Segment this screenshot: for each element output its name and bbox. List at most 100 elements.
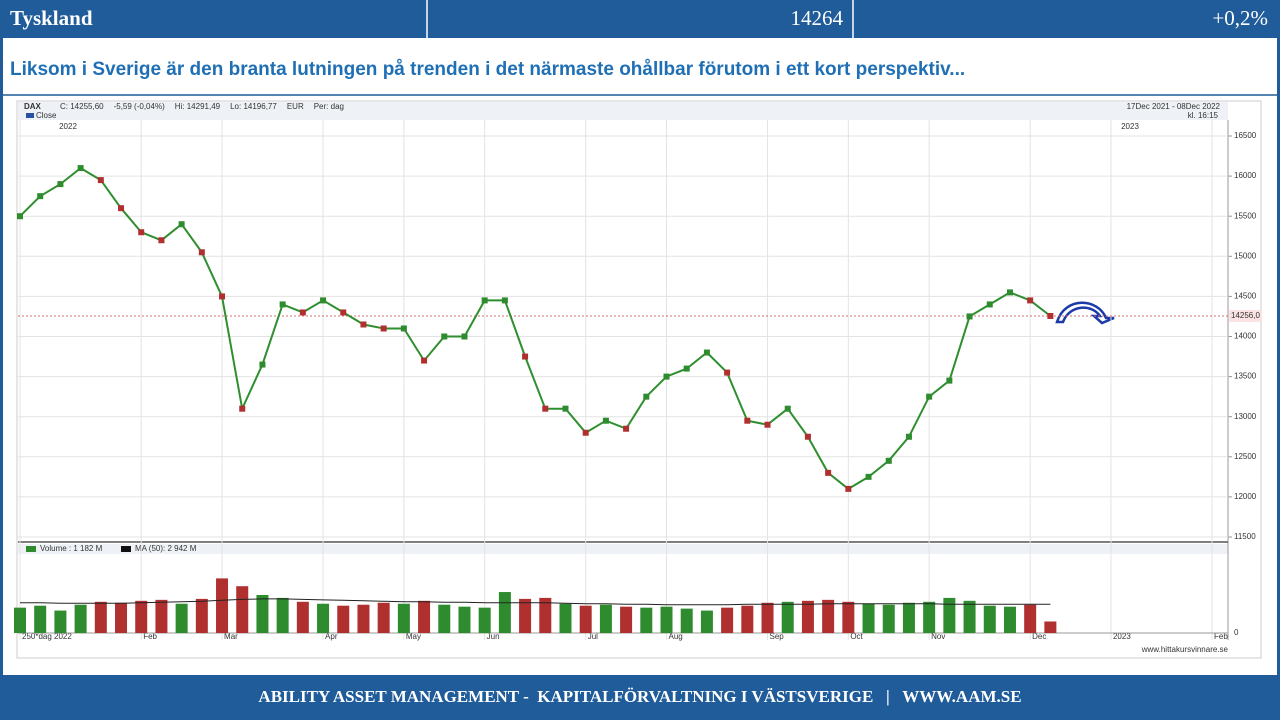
time: kl. 16:15 bbox=[1188, 111, 1219, 120]
volume-bar bbox=[115, 602, 128, 633]
volume-bar bbox=[276, 597, 289, 633]
price-point bbox=[643, 393, 650, 400]
volume-bar bbox=[337, 605, 350, 633]
volume-bar bbox=[1003, 606, 1016, 633]
header-value: 14264 bbox=[791, 6, 844, 30]
volume-bar bbox=[498, 592, 511, 633]
source: www.hittakursvinnare.se bbox=[1141, 645, 1229, 654]
x-tick-label: 2023 bbox=[1113, 632, 1131, 641]
price-point bbox=[784, 405, 791, 412]
price-point bbox=[138, 229, 145, 236]
price-point bbox=[663, 373, 670, 380]
price-point bbox=[1006, 289, 1013, 296]
volume-legend: Volume : 1 182 M bbox=[40, 544, 103, 553]
volume-bar bbox=[478, 607, 491, 633]
y-tick-label: 16000 bbox=[1234, 171, 1257, 180]
price-point bbox=[299, 309, 306, 316]
price-point bbox=[804, 433, 811, 440]
x-tick-label: May bbox=[406, 632, 421, 641]
volume-bar bbox=[680, 608, 693, 633]
price-point bbox=[320, 297, 327, 304]
price-point bbox=[198, 249, 205, 256]
arrow-annotation bbox=[1055, 301, 1115, 325]
volume-bar bbox=[236, 586, 249, 633]
volume-bar bbox=[438, 604, 451, 633]
x-tick-label: Nov bbox=[931, 632, 945, 641]
price-point bbox=[219, 293, 226, 300]
x-tick-label: Oct bbox=[850, 632, 863, 641]
volume-bar bbox=[175, 603, 188, 633]
volume-bar bbox=[357, 604, 370, 633]
volume-bar bbox=[397, 603, 410, 633]
volume-bar bbox=[135, 600, 148, 633]
price-point bbox=[562, 405, 569, 412]
info-text: Lo: 14196,77 bbox=[230, 102, 277, 111]
y-tick-label: 14000 bbox=[1234, 332, 1257, 341]
chart-infobar bbox=[18, 102, 1228, 120]
y-tick-label: 12000 bbox=[1234, 492, 1257, 501]
volume-bar bbox=[862, 603, 875, 633]
price-point bbox=[845, 485, 852, 492]
price-point bbox=[57, 181, 64, 188]
price-point bbox=[421, 357, 428, 364]
volume-bar bbox=[539, 597, 552, 633]
volume-bar bbox=[721, 607, 734, 633]
x-tick-label: Aug bbox=[669, 632, 683, 641]
price-point bbox=[77, 165, 84, 172]
price-point bbox=[683, 365, 690, 372]
y-tick-label: 15000 bbox=[1234, 251, 1257, 260]
price-point bbox=[602, 417, 609, 424]
series-swatch bbox=[26, 113, 34, 118]
series-label: Close bbox=[36, 111, 57, 120]
volume-bar bbox=[761, 602, 774, 633]
y-tick-label: 16500 bbox=[1234, 131, 1257, 140]
price-point bbox=[1047, 312, 1054, 319]
volume-bar bbox=[519, 598, 532, 633]
y-tick-label: 13000 bbox=[1234, 412, 1257, 421]
volume-bar bbox=[216, 578, 229, 633]
volume-bar bbox=[902, 602, 915, 633]
price-point bbox=[400, 325, 407, 332]
x-tick-label: Jun bbox=[487, 632, 500, 641]
footer: ABILITY ASSET MANAGEMENT - KAPITALFÖRVAL… bbox=[258, 687, 1021, 706]
volume-bar bbox=[54, 610, 67, 633]
volume-bar bbox=[418, 600, 431, 633]
volume-bar bbox=[155, 599, 168, 633]
volume-tick-label: 0 bbox=[1234, 628, 1239, 637]
volume-bar bbox=[842, 601, 855, 633]
info-text: Per: dag bbox=[314, 102, 344, 111]
year-label: 2023 bbox=[1121, 122, 1139, 131]
volume-bar bbox=[458, 606, 471, 633]
chart-frame bbox=[16, 100, 1262, 659]
subtitle: Liksom i Sverige är den branta lutningen… bbox=[10, 59, 965, 80]
price-point bbox=[522, 353, 529, 360]
price-point bbox=[623, 425, 630, 432]
year-label: 2022 bbox=[59, 122, 77, 131]
volume-bar bbox=[781, 601, 794, 633]
volume-bar bbox=[640, 607, 653, 633]
price-line bbox=[19, 166, 1052, 491]
volume-infobar bbox=[18, 544, 1228, 554]
price-point bbox=[118, 205, 125, 212]
volume-bar bbox=[983, 605, 996, 633]
y-tick-label: 13500 bbox=[1234, 372, 1257, 381]
price-point bbox=[825, 469, 832, 476]
volume-bar bbox=[741, 605, 754, 633]
price-point bbox=[885, 457, 892, 464]
volume-ma-line bbox=[20, 598, 1051, 606]
volume-bar bbox=[822, 599, 835, 633]
header-change: +0,2% bbox=[1212, 6, 1268, 30]
instrument: DAX bbox=[24, 102, 42, 111]
price-point bbox=[380, 325, 387, 332]
info-text: EUR bbox=[287, 102, 304, 111]
price-point bbox=[279, 301, 286, 308]
price-point bbox=[724, 369, 731, 376]
volume-bar bbox=[317, 603, 330, 633]
x-tick-label: Jul bbox=[588, 632, 598, 641]
info-text: Hi: 14291,49 bbox=[175, 102, 221, 111]
price-point bbox=[481, 297, 488, 304]
price-point bbox=[966, 313, 973, 320]
volume-bar bbox=[801, 600, 814, 633]
volume-swatch bbox=[26, 546, 36, 552]
